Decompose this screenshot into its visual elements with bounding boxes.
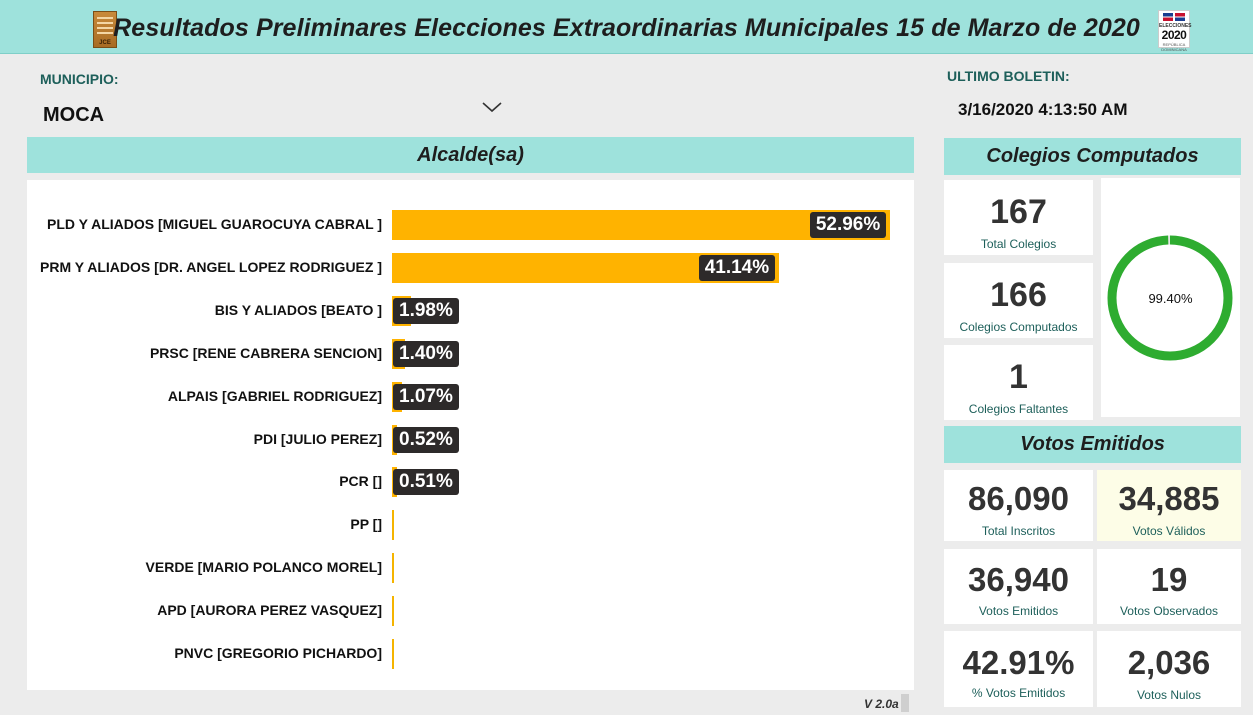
- votos-nulos-label: Votos Nulos: [1136, 688, 1202, 702]
- votos-emitidos-card: 36,940 Votos Emitidos: [944, 549, 1093, 624]
- votos-emitidos-value: 36,940: [968, 561, 1069, 598]
- colegios-section-title: Colegios Computados: [944, 138, 1241, 175]
- version-label: V 2.0a: [864, 697, 899, 711]
- data-label: 0.52%: [393, 426, 459, 453]
- party-label: PNVC [GREGORIO PICHARDO]: [174, 645, 382, 661]
- colegios-computados-card: 166 Colegios Computados: [944, 263, 1093, 338]
- party-label: PLD Y ALIADOS [MIGUEL GUAROCUYA CABRAL ]: [47, 216, 382, 232]
- scroll-handle[interactable]: [901, 694, 909, 712]
- votos-validos-value: 34,885: [1118, 480, 1220, 517]
- party-label: BIS Y ALIADOS [BEATO ]: [214, 301, 382, 318]
- data-label: 52.96%: [809, 212, 887, 238]
- logo-line3: REPÚBLICA DOMINICANA: [1161, 42, 1187, 52]
- municipio-select-value[interactable]: MOCA: [43, 104, 105, 126]
- party-label: PRM Y ALIADOS [DR. ANGEL LOPEZ RODRIGUEZ…: [40, 258, 382, 275]
- bar-baseline: [392, 639, 394, 669]
- bar-baseline: [392, 596, 394, 627]
- votos-observados-label: Votos Observados: [1119, 604, 1219, 618]
- pct-votos-emitidos-label: % Votos Emitidos: [971, 686, 1066, 700]
- gauge-percent-text: 99.40%: [1148, 291, 1193, 306]
- bar: [392, 210, 890, 240]
- party-label: VERDE [MARIO POLANCO MOREL]: [145, 559, 382, 576]
- votos-section-title: Votos Emitidos: [944, 426, 1241, 463]
- logo-line2: 2020: [1161, 28, 1187, 42]
- bar-row: PNVC [GREGORIO PICHARDO]: [27, 639, 914, 669]
- jce-logo: JCE: [93, 11, 117, 48]
- total-inscritos-label: Total Inscritos: [981, 524, 1056, 538]
- page-title: Resultados Preliminares Elecciones Extra…: [113, 14, 1140, 42]
- alcalde-section-title: Alcalde(sa): [27, 137, 914, 173]
- data-label: 1.40%: [393, 340, 459, 367]
- bar-baseline: [392, 510, 394, 541]
- bar-row: PCR [] 0.51%: [27, 467, 914, 498]
- bar-row: PLD Y ALIADOS [MIGUEL GUAROCUYA CABRAL ]…: [27, 210, 914, 240]
- party-label: PDI [JULIO PEREZ]: [253, 430, 382, 447]
- votos-emitidos-label: Votos Emitidos: [978, 604, 1059, 618]
- party-label: PCR []: [339, 473, 382, 490]
- bar-row: PP []: [27, 510, 914, 541]
- alcalde-bar-chart: PLD Y ALIADOS [MIGUEL GUAROCUYA CABRAL ]…: [27, 180, 914, 690]
- elecciones-2020-logo: ELECCIONES 2020 REPÚBLICA DOMINICANA: [1158, 10, 1192, 52]
- bar-row: APD [AURORA PEREZ VASQUEZ]: [27, 596, 914, 627]
- total-colegios-card: 167 Total Colegios: [944, 180, 1093, 255]
- total-inscritos-card: 86,090 Total Inscritos: [944, 470, 1093, 541]
- votos-observados-value: 19: [1150, 561, 1188, 598]
- flag-icon: [1163, 13, 1185, 21]
- colegios-gauge: [1107, 235, 1233, 361]
- votos-nulos-value: 2,036: [1127, 644, 1211, 681]
- colegios-faltantes-label: Colegios Faltantes: [968, 402, 1069, 416]
- bar-row: VERDE [MARIO POLANCO MOREL]: [27, 553, 914, 584]
- party-label: PP []: [350, 516, 382, 533]
- gauge-arc: [1107, 235, 1233, 361]
- total-colegios-value: 167: [990, 193, 1047, 231]
- bar-row: PRSC [RENE CABRERA SENCION] 1.40%: [27, 338, 914, 369]
- logo-line1: ELECCIONES: [1159, 23, 1192, 29]
- bar-baseline: [392, 553, 394, 584]
- colegios-computados-value: 166: [990, 276, 1047, 314]
- bar-row: PDI [JULIO PEREZ] 0.52%: [27, 424, 914, 455]
- party-label: ALPAIS [GABRIEL RODRIGUEZ]: [167, 387, 382, 404]
- data-label: 0.51%: [393, 469, 459, 496]
- colegios-faltantes-card: 1 Colegios Faltantes: [944, 345, 1093, 420]
- votos-nulos-card: 2,036 Votos Nulos: [1097, 631, 1241, 707]
- votos-observados-card: 19 Votos Observados: [1097, 549, 1241, 624]
- colegios-gauge-card: 99.40%: [1101, 178, 1240, 417]
- boletin-timestamp: 3/16/2020 4:13:50 AM: [958, 100, 1128, 119]
- total-inscritos-value: 86,090: [968, 480, 1069, 517]
- chevron-down-icon[interactable]: [481, 100, 503, 114]
- boletin-label: ULTIMO BOLETIN:: [947, 68, 1070, 84]
- total-colegios-label: Total Colegios: [980, 237, 1057, 251]
- data-label: 41.14%: [698, 254, 776, 281]
- colegios-faltantes-value: 1: [1009, 358, 1028, 396]
- data-label: 1.07%: [393, 383, 459, 410]
- bar-row: ALPAIS [GABRIEL RODRIGUEZ] 1.07%: [27, 381, 914, 412]
- colegios-computados-label: Colegios Computados: [959, 320, 1078, 334]
- pct-votos-emitidos-card: 42.91% % Votos Emitidos: [944, 631, 1093, 707]
- bar-row: PRM Y ALIADOS [DR. ANGEL LOPEZ RODRIGUEZ…: [27, 252, 914, 283]
- jce-logo-text: JCE: [99, 40, 111, 46]
- votos-validos-label: Votos Válidos: [1132, 524, 1206, 538]
- municipio-label: MUNICIPIO:: [40, 71, 119, 87]
- votos-validos-card: 34,885 Votos Válidos: [1097, 470, 1241, 541]
- header-bar: JCE Resultados Preliminares Elecciones E…: [0, 0, 1253, 54]
- party-label: PRSC [RENE CABRERA SENCION]: [149, 344, 382, 361]
- data-label: 1.98%: [393, 297, 459, 324]
- bar-row: BIS Y ALIADOS [BEATO ] 1.98%: [27, 295, 914, 326]
- pct-votos-emitidos-value: 42.91%: [962, 644, 1075, 681]
- party-label: APD [AURORA PEREZ VASQUEZ]: [157, 602, 382, 619]
